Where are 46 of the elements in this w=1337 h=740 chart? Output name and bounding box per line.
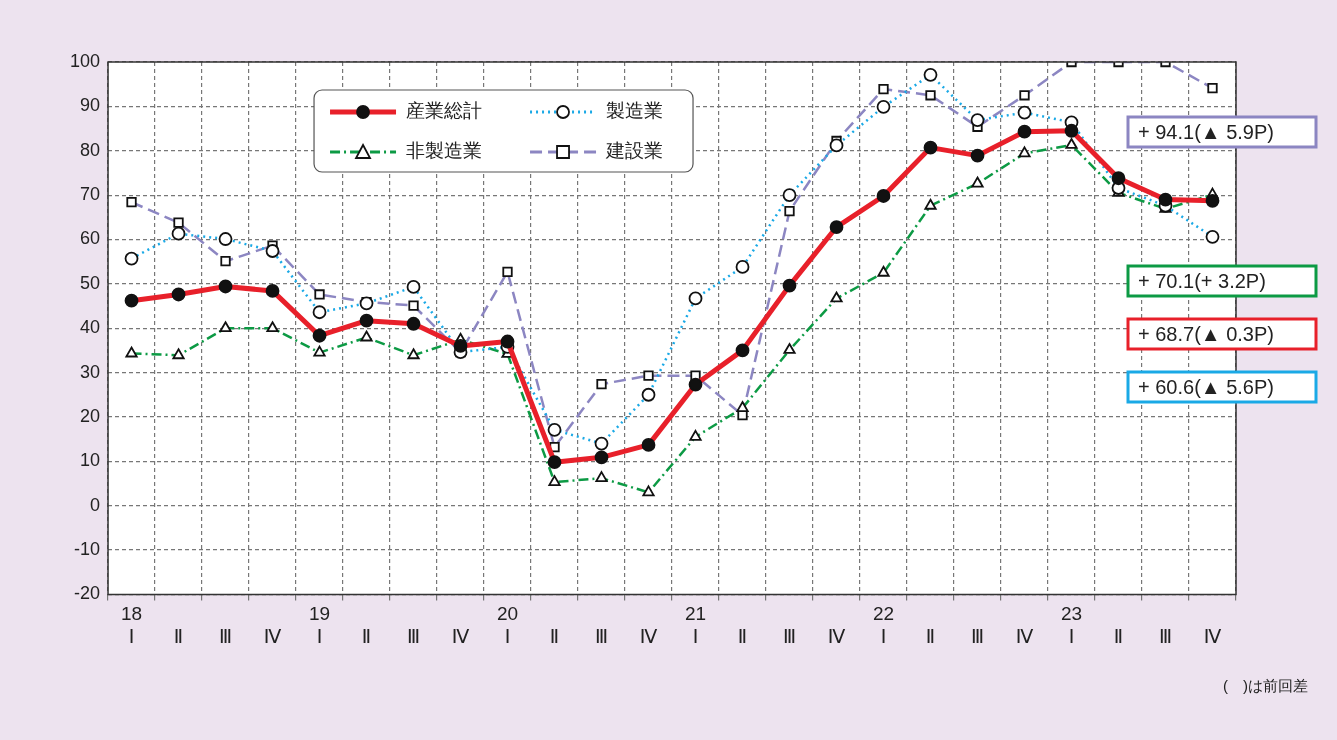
text: ( )は前回差 [1223, 676, 1308, 694]
x-tick-label: Ⅲ [406, 625, 421, 647]
x-tick-label: Ⅳ [263, 625, 282, 647]
x-tick-label: 22 Ⅰ [872, 603, 895, 647]
y-tick-label: 30 [80, 361, 101, 382]
x-tick-label: Ⅲ [970, 625, 985, 647]
x-tick-label: 23 Ⅰ [1060, 603, 1083, 647]
y-tick-label: 100 [69, 50, 101, 71]
x-tick-label: Ⅳ [1015, 625, 1034, 647]
x-tick-label: Ⅳ [827, 625, 846, 647]
x-tick-label: Ⅱ [1113, 625, 1124, 647]
y-tick-label: 60 [80, 228, 101, 249]
annotation: + 70.1(+ 3.2P) [1138, 269, 1266, 292]
annotation: + 60.6(▲ 5.6P) [1138, 375, 1274, 398]
x-tick-label: Ⅱ [361, 625, 372, 647]
annotation: + 68.7(▲ 0.3P) [1138, 322, 1274, 345]
x-tick-label: Ⅲ [1158, 625, 1173, 647]
x-tick-label: 19 Ⅰ [308, 603, 331, 647]
x-tick-label: Ⅱ [173, 625, 184, 647]
legend-label: 産業総計 [406, 100, 483, 122]
x-tick-label: 20 Ⅰ [496, 603, 519, 647]
legend-label: 非製造業 [406, 140, 483, 162]
y-tick-label: 90 [80, 95, 101, 116]
legend-label: 建設業 [605, 140, 664, 162]
x-tick-label: Ⅱ [549, 625, 560, 647]
x-tick-label: Ⅱ [925, 625, 936, 647]
x-tick-label: Ⅳ [1203, 625, 1222, 647]
y-tick-label: 80 [80, 139, 101, 160]
x-tick-label: Ⅳ [639, 625, 658, 647]
x-tick-label: Ⅲ [782, 625, 797, 647]
y-tick-label: -20 [74, 583, 101, 604]
x-tick-label: 21 Ⅰ [684, 603, 707, 647]
y-tick-label: 0 [90, 494, 101, 515]
annotation: + 94.1(▲ 5.9P) [1138, 120, 1274, 143]
y-tick-label: 50 [80, 272, 101, 293]
y-tick-label: 10 [80, 450, 101, 471]
legend-label: 製造業 [606, 100, 664, 122]
y-tick-label: 20 [80, 405, 101, 426]
x-tick-label: Ⅲ [594, 625, 609, 647]
x-tick-label: Ⅲ [218, 625, 233, 647]
x-tick-label: 18 Ⅰ [120, 603, 143, 647]
x-tick-label: Ⅱ [737, 625, 748, 647]
x-tick-label: Ⅳ [451, 625, 470, 647]
y-tick-label: -10 [74, 539, 101, 559]
y-tick-label: 70 [80, 184, 101, 205]
y-tick-label: 40 [80, 317, 101, 338]
